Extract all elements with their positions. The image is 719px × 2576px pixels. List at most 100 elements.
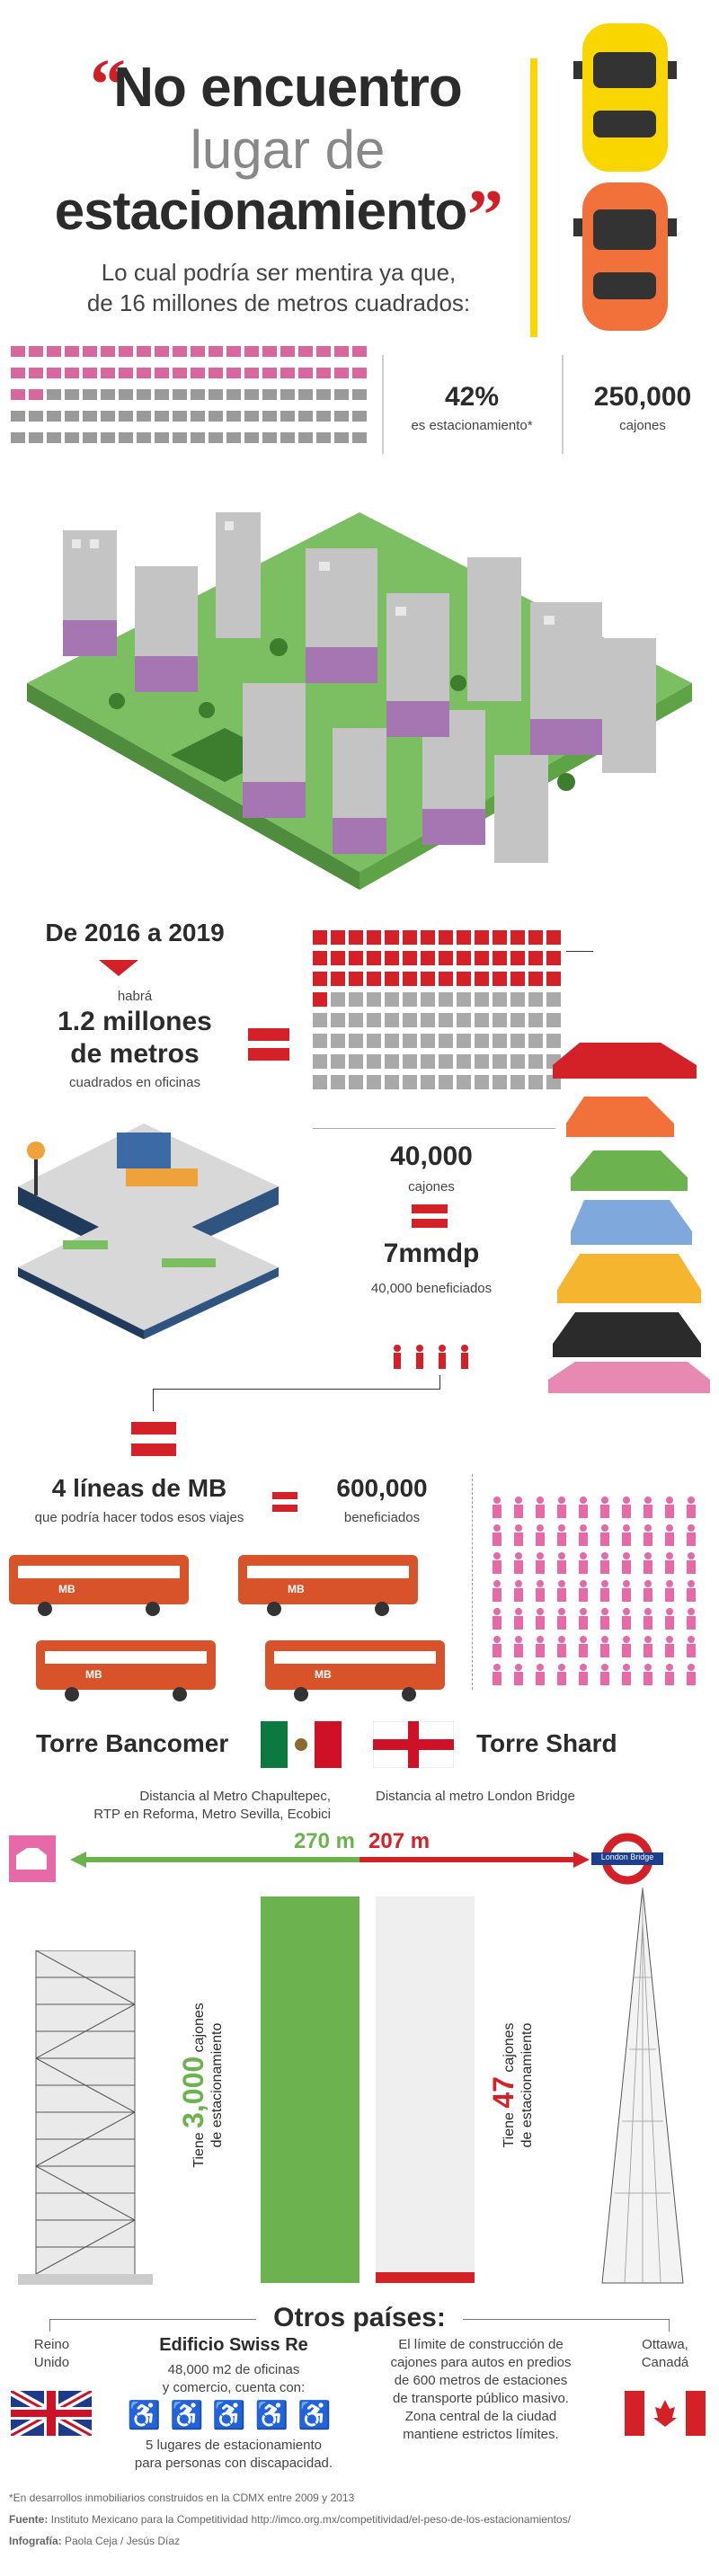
grid-square bbox=[352, 432, 367, 443]
grid-square bbox=[352, 389, 367, 400]
grid-square bbox=[439, 1054, 453, 1069]
equals-sign-4-top bbox=[272, 1492, 297, 1499]
grid-square bbox=[173, 432, 187, 443]
grid-square bbox=[403, 972, 417, 986]
grid-square bbox=[331, 1013, 345, 1027]
person-icon bbox=[687, 1636, 696, 1657]
bancomer-cajones-line-2: de estacionamiento bbox=[209, 2022, 225, 2148]
grid-square bbox=[262, 389, 277, 400]
person-icon bbox=[644, 1497, 652, 1518]
bus-illustrations: MB MB MB MB bbox=[9, 1555, 445, 1701]
grid-square bbox=[403, 951, 417, 965]
grid-square bbox=[137, 411, 151, 422]
torre-shard-title: Torre Shard bbox=[476, 1729, 617, 1757]
connector-line-3 bbox=[439, 1375, 440, 1389]
period-line-4: cuadrados en oficinas bbox=[69, 1075, 200, 1090]
grid-square bbox=[352, 346, 367, 357]
grid-square bbox=[510, 1054, 525, 1069]
grid-square bbox=[475, 1054, 489, 1069]
person-icon bbox=[644, 1664, 652, 1685]
grid-square bbox=[155, 411, 169, 422]
grid-square bbox=[155, 368, 169, 378]
close-quote: ” bbox=[467, 176, 503, 255]
percent-label: es estacionamiento* bbox=[411, 418, 533, 433]
grid-square bbox=[349, 1034, 363, 1048]
grid-square bbox=[421, 930, 435, 945]
mb-beneficiados-label: beneficiados bbox=[343, 1510, 421, 1525]
equals-sign-4-bottom bbox=[272, 1505, 297, 1512]
grid-square bbox=[439, 1013, 453, 1027]
grid-square bbox=[155, 389, 169, 400]
bracket-line bbox=[472, 1474, 474, 1690]
person-icon bbox=[493, 1580, 502, 1602]
grid-square bbox=[349, 930, 363, 945]
beneficiados-label: 40,000 beneficiados bbox=[370, 1281, 493, 1296]
distance-arrow-right bbox=[573, 1852, 590, 1868]
otros-line-left bbox=[49, 2319, 256, 2320]
grid-square bbox=[475, 1013, 489, 1027]
equals-sign-2-bottom bbox=[412, 1219, 448, 1228]
grid-square bbox=[226, 389, 241, 400]
grid-square bbox=[334, 389, 349, 400]
grid-square bbox=[280, 346, 295, 357]
grid-square bbox=[349, 1075, 363, 1089]
grid-pointer-line bbox=[566, 951, 593, 952]
grid-square bbox=[262, 368, 277, 378]
canada-flag-icon bbox=[625, 2391, 706, 2436]
office-illustration bbox=[18, 1124, 279, 1339]
grid-square bbox=[316, 432, 331, 443]
shard-desc: Distancia al metro London Bridge bbox=[376, 1789, 575, 1804]
grid-square bbox=[510, 992, 525, 1007]
bancomer-desc-2: RTP en Reforma, Metro Sevilla, Ecobici bbox=[93, 1807, 331, 1822]
person-icon bbox=[665, 1580, 674, 1602]
grid-square bbox=[209, 411, 223, 422]
person-icon bbox=[665, 1608, 674, 1630]
people-icons bbox=[394, 1345, 468, 1369]
person-icon bbox=[600, 1664, 609, 1685]
person-icon bbox=[622, 1580, 631, 1602]
shard-cajones-prefix: Tiene bbox=[502, 2108, 517, 2148]
yellow-accent-bar bbox=[530, 58, 537, 337]
person-icon bbox=[687, 1524, 696, 1546]
grid-square bbox=[421, 992, 435, 1007]
person-icon bbox=[687, 1664, 696, 1685]
grid-square bbox=[119, 389, 133, 400]
open-quote: “ bbox=[90, 46, 126, 125]
parking-share-grid bbox=[11, 346, 370, 454]
grid-square bbox=[65, 411, 79, 422]
source-line: Fuente: Instituto Mexicano para la Compe… bbox=[9, 2513, 710, 2526]
otros-paises-title: Otros países: bbox=[273, 2303, 446, 2332]
grid-square bbox=[403, 1013, 417, 1027]
grid-square bbox=[331, 930, 345, 945]
limit-line-6: mantiene estrictos límites. bbox=[403, 2427, 559, 2442]
grid-square bbox=[191, 368, 205, 378]
grid-square bbox=[475, 1075, 489, 1089]
grid-square bbox=[403, 1054, 417, 1069]
grid-square bbox=[313, 930, 327, 945]
grid-square bbox=[510, 972, 525, 986]
grid-square bbox=[475, 930, 489, 945]
grid-square bbox=[47, 346, 61, 357]
equals-sign-3-top bbox=[131, 1422, 176, 1435]
grid-square bbox=[119, 346, 133, 357]
person-icon bbox=[687, 1608, 696, 1630]
shard-cajones-text: Tiene 47 cajones de estacionamiento bbox=[487, 1905, 537, 2265]
grid-square bbox=[334, 411, 349, 422]
distance-arrow-left bbox=[70, 1852, 86, 1868]
grid-square bbox=[546, 1034, 561, 1048]
distance-bar-bancomer bbox=[85, 1857, 360, 1862]
person-icon bbox=[644, 1580, 652, 1602]
grid-square bbox=[47, 411, 61, 422]
grid-square bbox=[367, 1013, 381, 1027]
grid-square bbox=[367, 951, 381, 965]
grid-square bbox=[475, 992, 489, 1007]
grid-square bbox=[421, 1013, 435, 1027]
shard-cajones-line-2: de estacionamiento bbox=[519, 2022, 535, 2148]
grid-square bbox=[457, 992, 471, 1007]
grid-square bbox=[546, 930, 561, 945]
grid-square bbox=[493, 1013, 507, 1027]
grid-square bbox=[334, 368, 349, 378]
grid-square bbox=[316, 346, 331, 357]
person-icon bbox=[514, 1664, 523, 1685]
grid-square bbox=[546, 972, 561, 986]
